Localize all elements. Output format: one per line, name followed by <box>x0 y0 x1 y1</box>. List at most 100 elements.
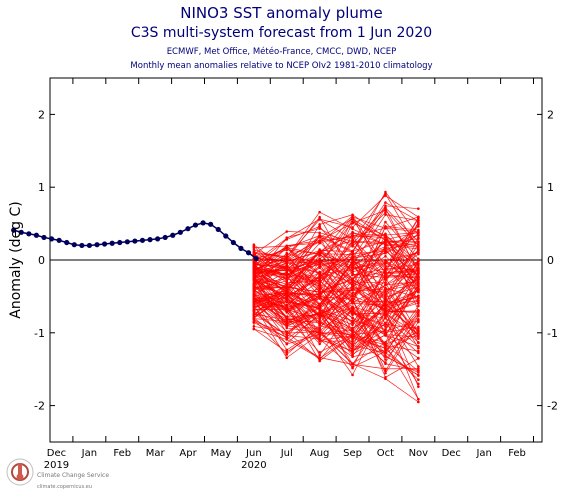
forecast-member-point <box>417 349 420 353</box>
forecast-member-point <box>417 289 420 292</box>
forecast-member-point <box>351 307 354 310</box>
forecast-member-point <box>417 385 420 388</box>
forecast-member-point <box>384 232 387 236</box>
observed-point <box>41 234 47 241</box>
forecast-member-point <box>417 240 420 244</box>
forecast-member-point <box>417 251 420 255</box>
forecast-member-point <box>285 238 289 241</box>
forecast-member-point <box>285 307 289 311</box>
forecast-member-point <box>351 334 354 338</box>
forecast-member-point <box>351 319 354 323</box>
forecast-lead-segment <box>253 258 257 277</box>
observed-point <box>132 238 138 244</box>
forecast-member-point <box>351 264 354 267</box>
forecast-member-point <box>417 357 420 360</box>
forecast-member-point <box>318 342 321 346</box>
forecast-member-point <box>417 351 420 355</box>
forecast-member-point <box>417 345 420 348</box>
forecast-member-point <box>318 303 321 307</box>
forecast-member-point <box>384 377 387 381</box>
forecast-member-point <box>417 231 420 234</box>
forecast-member-point <box>318 252 321 256</box>
observed-point <box>18 229 24 235</box>
forecast-member-point <box>318 351 321 354</box>
forecast-member-point <box>285 353 289 356</box>
copernicus-logo: Climate Change Service climate.copernicu… <box>6 458 109 490</box>
forecast-member-point <box>384 283 387 287</box>
forecast-member-point <box>384 244 387 247</box>
forecast-member-point <box>252 320 256 323</box>
forecast-member-point <box>384 361 387 364</box>
forecast-member-point <box>285 248 289 252</box>
forecast-member-point <box>384 331 387 334</box>
forecast-member-point <box>285 291 289 294</box>
forecast-member-point <box>417 296 420 299</box>
forecast-member-point <box>318 317 321 320</box>
x-year-label: 2019 <box>44 460 69 471</box>
forecast-member-point <box>351 287 354 291</box>
forecast-member-point <box>384 213 387 216</box>
y-tick-label-right: 2 <box>547 108 554 121</box>
forecast-member-point <box>417 374 420 377</box>
forecast-member-point <box>417 329 420 332</box>
y-axis-label: Anomaly (deg C) <box>8 201 24 318</box>
forecast-member-point <box>417 400 420 404</box>
logo-url: climate.copernicus.eu <box>37 484 92 490</box>
forecast-member-point <box>384 303 387 307</box>
forecast-member-point <box>318 332 321 335</box>
forecast-member-point <box>351 257 354 261</box>
forecast-member-point <box>318 288 321 291</box>
x-tick-label: Mar <box>146 448 166 459</box>
forecast-member-point <box>384 250 387 253</box>
forecast-member-point <box>384 354 387 358</box>
forecast-member-point <box>318 322 321 325</box>
forecast-member-point <box>384 352 387 355</box>
forecast-member-point <box>417 301 420 305</box>
forecast-member-point <box>285 267 289 270</box>
forecast-member-point <box>351 332 354 335</box>
x-tick-label: May <box>211 448 232 459</box>
forecast-member-point <box>384 343 387 347</box>
forecast-member-point <box>384 291 387 295</box>
x-tick-label: Jul <box>280 448 293 459</box>
forecast-member-point <box>285 263 289 266</box>
forecast-member-point <box>351 338 354 341</box>
forecast-member-point <box>384 208 387 212</box>
forecast-member-point <box>285 334 289 337</box>
forecast-member-point <box>351 348 354 352</box>
forecast-member-point <box>285 315 289 319</box>
forecast-member-point <box>351 355 354 359</box>
observed-point <box>26 231 32 237</box>
forecast-member-point <box>384 225 387 228</box>
observed-point <box>64 239 70 246</box>
forecast-member-point <box>384 238 387 241</box>
x-tick-label: Feb <box>113 448 131 459</box>
forecast-member-point <box>318 240 321 243</box>
forecast-member-point <box>252 274 256 278</box>
forecast-member-point <box>285 295 289 298</box>
forecast-member-point <box>417 225 420 228</box>
forecast-member-point <box>417 367 420 370</box>
x-tick-label: Aug <box>310 448 330 459</box>
forecast-member-point <box>351 346 354 350</box>
forecast-member-point <box>285 323 289 326</box>
observed-point <box>117 239 123 246</box>
forecast-member-point <box>318 327 321 330</box>
x-tick-label: Feb <box>508 448 526 459</box>
forecast-member-point <box>318 311 321 315</box>
forecast-member-point <box>417 233 420 237</box>
x-tick-label: Jun <box>245 448 262 459</box>
forecast-member-point <box>318 290 321 294</box>
forecast-member-point <box>351 227 354 231</box>
y-tick-label-right: 0 <box>547 254 554 267</box>
forecast-member-point <box>384 371 387 375</box>
forecast-member-point <box>417 304 420 308</box>
observed-point <box>11 227 17 233</box>
forecast-member-point <box>351 268 354 272</box>
forecast-member-point <box>285 348 289 352</box>
forecast-member-point <box>417 267 420 271</box>
forecast-member-point <box>351 316 354 320</box>
forecast-member-point <box>384 301 387 305</box>
forecast-member-point <box>417 277 420 280</box>
